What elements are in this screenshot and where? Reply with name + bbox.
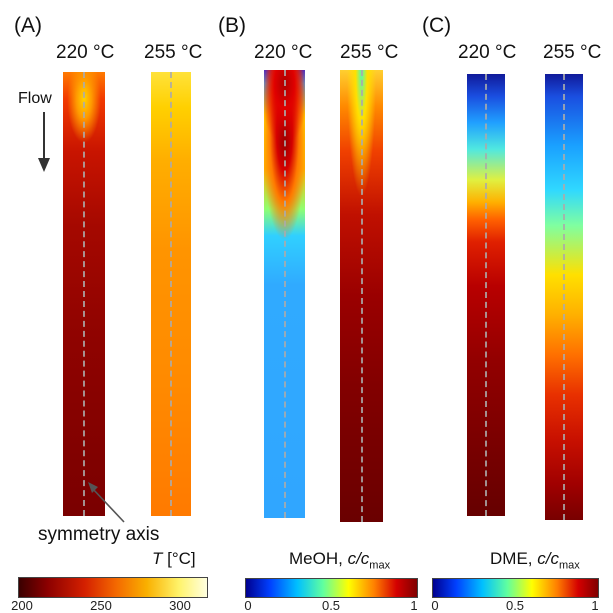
colorbar-c-tick: 0: [431, 598, 439, 613]
colorbar-b-tick: 0.5: [321, 598, 341, 613]
panel-label-a: (A): [14, 14, 42, 37]
temp-label-c-220: 220 °C: [458, 42, 517, 63]
temp-label-b-220: 220 °C: [254, 42, 313, 63]
panel-label-c: (C): [422, 14, 452, 37]
symmetry-axis-label: symmetry axis: [38, 524, 160, 545]
colorbar-c-subscript: max: [558, 559, 580, 572]
flow-label: Flow: [18, 90, 52, 107]
symmetry-pointer-arrow-icon: [88, 482, 125, 523]
colorbar-a-tick: 200: [11, 598, 33, 613]
colorbar-meoh: [245, 578, 418, 598]
temp-label-a-220: 220 °C: [56, 42, 115, 63]
reactor-column-c-220: [467, 74, 505, 516]
colorbar-dme: [432, 578, 599, 598]
colorbar-c-title: DME, c/cmax: [490, 549, 580, 572]
temp-label-b-255: 255 °C: [340, 42, 399, 63]
reactor-column-a-220: [63, 72, 105, 516]
colorbar-c-variable: c/c: [537, 549, 559, 568]
temp-label-c-255: 255 °C: [543, 42, 602, 63]
colorbar-c-tick: 1: [591, 598, 599, 613]
flow-arrow-icon: [38, 112, 50, 172]
symmetry-axis-line: [563, 74, 565, 520]
panel-label-b: (B): [218, 14, 246, 37]
colorbar-b-tick: 0: [244, 598, 252, 613]
symmetry-axis-line: [361, 70, 363, 522]
temp-label-a-255: 255 °C: [144, 42, 203, 63]
symmetry-axis-line: [284, 70, 286, 518]
colorbar-a-title: T [°C]: [152, 549, 196, 568]
colorbar-c-tick: 0.5: [505, 598, 525, 613]
colorbar-b-tick: 1: [410, 598, 418, 613]
reactor-column-a-255: [151, 72, 191, 516]
symmetry-axis-line: [485, 74, 487, 516]
colorbar-temperature: [18, 577, 208, 598]
reactor-column-b-220: [264, 70, 305, 518]
colorbar-a-variable: T: [152, 549, 163, 568]
colorbar-b-subscript: max: [369, 559, 391, 572]
colorbar-b-title: MeOH, c/cmax: [289, 549, 391, 572]
reactor-column-b-255: [340, 70, 383, 522]
colorbar-a-tick: 250: [90, 598, 112, 613]
reactor-column-c-255: [545, 74, 583, 520]
symmetry-axis-line: [83, 72, 85, 516]
colorbar-b-variable: c/c: [347, 549, 370, 568]
symmetry-axis-line: [170, 72, 172, 516]
colorbar-a-tick: 300: [169, 598, 191, 613]
